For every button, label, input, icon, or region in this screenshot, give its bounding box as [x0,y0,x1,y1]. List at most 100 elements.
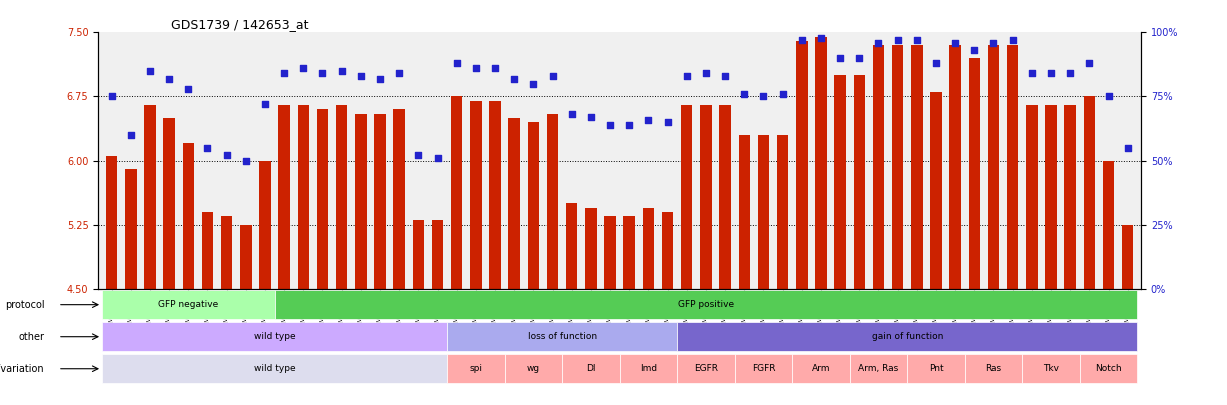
FancyBboxPatch shape [849,354,907,383]
Text: wild type: wild type [254,364,296,373]
Text: protocol: protocol [5,300,44,310]
Bar [719,105,731,289]
Text: GDS1739 / 142653_at: GDS1739 / 142653_at [172,18,309,31]
Bar [317,109,328,289]
Point [198,145,217,151]
Point [255,101,275,107]
Bar [1045,105,1056,289]
Point [485,65,504,72]
Point [831,55,850,61]
FancyBboxPatch shape [447,354,504,383]
Point [236,157,255,164]
Bar [1121,225,1134,289]
FancyBboxPatch shape [275,290,1137,319]
FancyBboxPatch shape [964,354,1022,383]
Point [275,70,294,77]
Bar [336,105,347,289]
Point [696,70,715,77]
Point [524,81,544,87]
Text: other: other [18,332,44,342]
Point [658,119,677,125]
Point [428,155,448,161]
Point [715,73,735,79]
Point [811,34,831,41]
Bar [623,216,636,289]
Bar [968,58,980,289]
Bar [661,212,674,289]
Point [1118,145,1137,151]
Bar [470,101,481,289]
Bar [757,135,769,289]
Text: Notch: Notch [1096,364,1121,373]
Point [217,152,237,159]
Point [1060,70,1080,77]
Text: gain of function: gain of function [871,332,942,341]
Point [409,152,428,159]
Bar [508,118,520,289]
Point [121,132,141,138]
Point [869,39,888,46]
Bar [681,105,692,289]
Point [582,114,601,120]
FancyBboxPatch shape [907,354,964,383]
Text: GFP positive: GFP positive [677,300,734,309]
Text: wg: wg [526,364,540,373]
Point [1080,60,1099,66]
Bar [297,105,309,289]
Point [926,60,946,66]
Bar [412,220,425,289]
FancyBboxPatch shape [102,354,447,383]
Point [753,93,773,100]
Bar [1026,105,1038,289]
Bar [950,45,961,289]
Bar [585,207,596,289]
Bar [163,118,174,289]
Point [638,116,658,123]
Bar [1064,105,1076,289]
Point [849,55,869,61]
Bar [854,75,865,289]
Bar [125,169,136,289]
Bar [604,216,616,289]
Bar [279,105,290,289]
Text: Tkv: Tkv [1043,364,1059,373]
Bar [643,207,654,289]
Point [1002,37,1022,43]
Bar [547,113,558,289]
Point [562,111,582,117]
Bar [566,203,578,289]
FancyBboxPatch shape [447,322,677,351]
FancyBboxPatch shape [102,290,275,319]
Point [178,85,198,92]
Point [600,122,620,128]
Point [1098,93,1118,100]
Bar [144,105,156,289]
Text: Arm, Ras: Arm, Ras [859,364,898,373]
Text: wild type: wild type [254,332,296,341]
Text: Pnt: Pnt [929,364,944,373]
Text: loss of function: loss of function [528,332,596,341]
Bar [240,225,252,289]
Bar [988,45,999,289]
Point [466,65,486,72]
Point [542,73,562,79]
FancyBboxPatch shape [102,322,447,351]
Bar [201,212,213,289]
Point [773,91,793,97]
Text: spi: spi [470,364,482,373]
Point [504,75,524,82]
Bar [432,220,443,289]
Text: EGFR: EGFR [694,364,718,373]
Point [447,60,466,66]
Point [888,37,908,43]
Point [331,68,351,74]
Bar [777,135,788,289]
Point [160,75,179,82]
Text: Imd: Imd [639,364,656,373]
Bar [355,113,367,289]
Bar [739,135,750,289]
Bar [1007,45,1018,289]
Point [735,91,755,97]
Bar [394,109,405,289]
Point [351,73,371,79]
